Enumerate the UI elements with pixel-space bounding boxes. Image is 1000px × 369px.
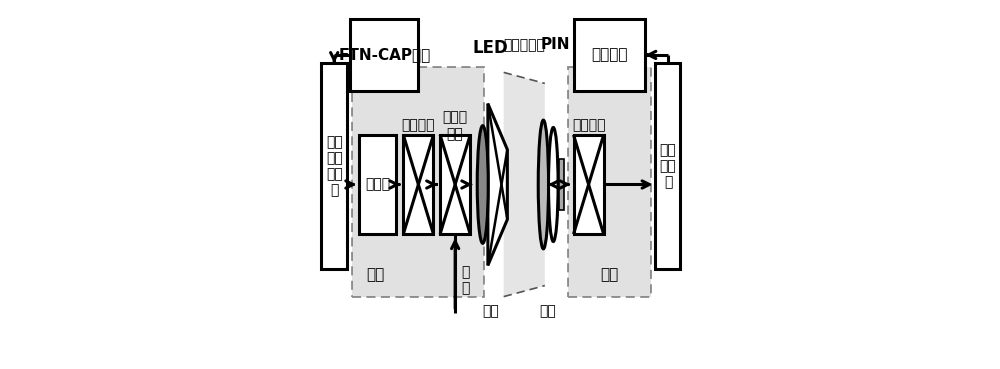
Text: 灯杯: 灯杯 <box>482 304 499 318</box>
Text: 电放大器: 电放大器 <box>572 119 605 133</box>
Text: 预均衡: 预均衡 <box>365 177 390 192</box>
Text: PIN: PIN <box>540 37 570 52</box>
Text: 发射: 发射 <box>367 267 385 282</box>
FancyBboxPatch shape <box>574 135 604 234</box>
Ellipse shape <box>477 126 488 243</box>
Polygon shape <box>504 72 545 297</box>
Text: FTN-CAP生成: FTN-CAP生成 <box>338 48 431 62</box>
Text: 离线处理: 离线处理 <box>591 48 628 62</box>
Text: 直
流: 直 流 <box>462 265 470 295</box>
FancyBboxPatch shape <box>352 67 484 297</box>
Polygon shape <box>488 104 507 265</box>
FancyBboxPatch shape <box>440 135 470 234</box>
Text: 电放大器: 电放大器 <box>402 119 435 133</box>
FancyBboxPatch shape <box>321 63 347 269</box>
Text: LED: LED <box>473 39 509 58</box>
FancyBboxPatch shape <box>568 67 651 297</box>
Ellipse shape <box>549 128 558 241</box>
Text: 任意
波形
发生
器: 任意 波形 发生 器 <box>326 135 343 197</box>
Text: 透镜: 透镜 <box>539 304 556 318</box>
FancyBboxPatch shape <box>359 135 396 234</box>
FancyBboxPatch shape <box>574 19 645 91</box>
FancyBboxPatch shape <box>350 19 418 91</box>
FancyBboxPatch shape <box>559 159 564 210</box>
FancyBboxPatch shape <box>655 63 680 269</box>
Text: 可见光信道: 可见光信道 <box>503 38 545 52</box>
Text: 交直流
耦合: 交直流 耦合 <box>443 111 468 141</box>
Ellipse shape <box>538 120 549 249</box>
Text: 接收: 接收 <box>600 267 619 282</box>
FancyBboxPatch shape <box>403 135 433 234</box>
Text: 实时
示波
器: 实时 示波 器 <box>660 143 676 189</box>
